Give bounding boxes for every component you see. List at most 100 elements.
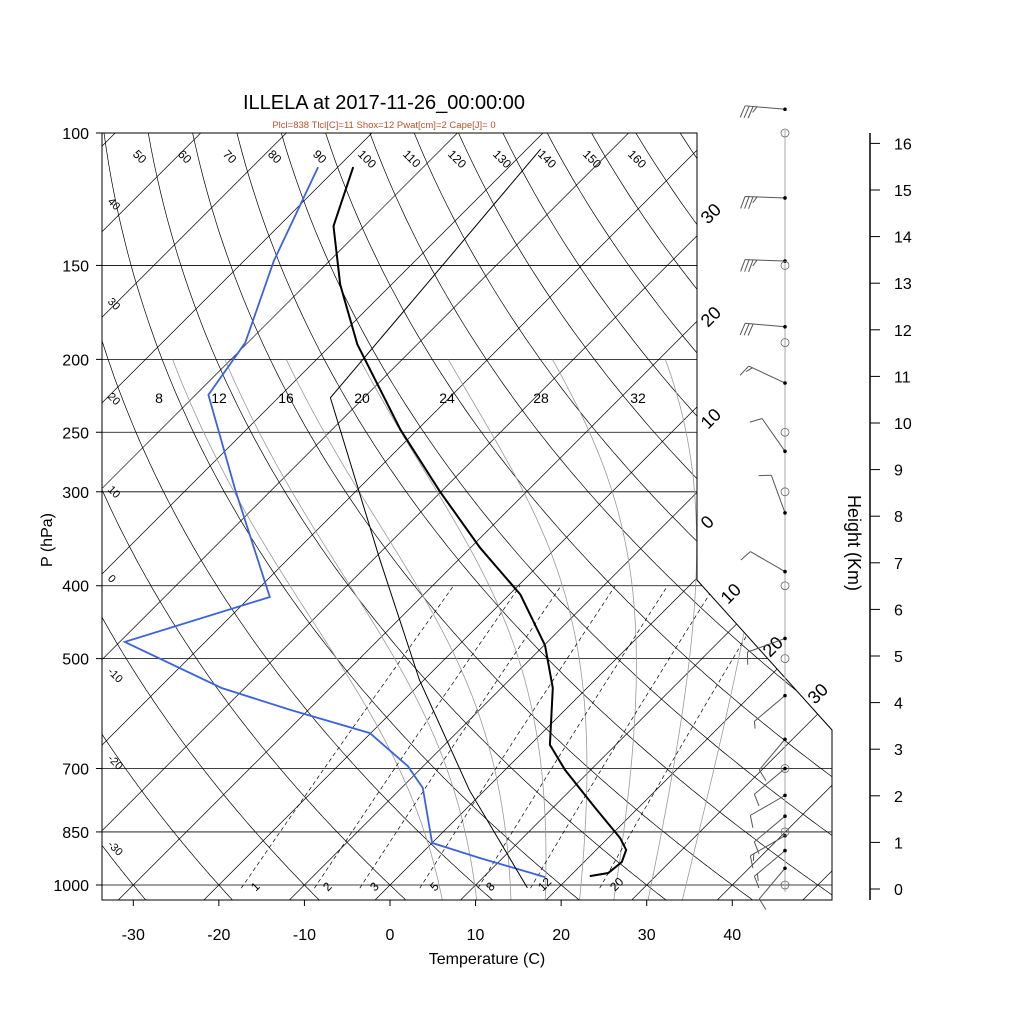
wind-barb-staff xyxy=(750,835,786,857)
dry-adiabat-label: 70 xyxy=(220,147,240,167)
y-axis-label: P (hPa) xyxy=(39,513,56,567)
wind-barb-feather xyxy=(747,323,754,336)
dry-adiabat-label: 130 xyxy=(490,147,514,171)
wind-level-dot xyxy=(783,569,787,574)
mixing-ratio-line xyxy=(599,585,778,889)
wind-barb-staff xyxy=(747,637,786,653)
y-tick-label: 1000 xyxy=(53,878,89,895)
wind-barb-staff xyxy=(770,475,786,514)
mixing-ratio-label: 2 xyxy=(320,879,335,894)
wind-barb-feather xyxy=(743,105,750,118)
y-tick-label: 200 xyxy=(62,352,89,369)
wind-level-dot xyxy=(783,324,787,329)
wind-barb-staff xyxy=(758,867,786,900)
moist-adiabat-line xyxy=(552,359,637,900)
wind-barb-staff xyxy=(750,551,786,572)
wind-barb xyxy=(753,850,786,889)
mixing-ratio-line xyxy=(477,585,668,889)
height-tick-label: 3 xyxy=(894,742,903,759)
wind-barb-feather xyxy=(739,365,750,376)
dry-adiabat-label: 30 xyxy=(105,296,122,313)
dry-adiabat-label: 50 xyxy=(130,147,150,167)
x-tick-label: -10 xyxy=(293,927,316,944)
wind-barb-staff xyxy=(750,794,786,816)
mixing-ratio-label: 3 xyxy=(367,879,382,894)
height-tick-label: 13 xyxy=(894,276,912,293)
x-tick-label: 20 xyxy=(552,927,570,944)
wind-barb-feather xyxy=(740,196,746,209)
moist-adiabat-line xyxy=(285,359,512,900)
isotherm-label: 10 xyxy=(717,580,745,608)
dry-adiabat-label: 90 xyxy=(310,147,330,167)
isotherm-line xyxy=(117,133,832,900)
wind-level-dot xyxy=(783,511,787,515)
wind-barb-staff xyxy=(761,418,786,452)
wind-barb xyxy=(758,738,786,781)
wind-level-dot xyxy=(783,381,787,385)
isotherm-label: 10 xyxy=(697,405,725,433)
dry-adiabat-label: 10 xyxy=(105,484,122,501)
wind-barb xyxy=(740,551,786,572)
height-tick-label: 6 xyxy=(894,602,903,619)
height-tick-label: 2 xyxy=(894,789,903,806)
isotherm-line xyxy=(102,133,287,900)
x-tick-label: 30 xyxy=(638,927,656,944)
moist-adiabat-line xyxy=(447,359,588,900)
wind-barb-feather xyxy=(744,259,750,272)
wind-barb-staff xyxy=(758,738,786,771)
pressure-level-marker xyxy=(780,427,790,437)
wind-barb xyxy=(739,322,786,336)
wind-barb-staff xyxy=(745,259,786,262)
sounding-curves xyxy=(122,148,628,889)
wind-barb xyxy=(749,418,786,452)
dry-adiabat-label: -30 xyxy=(105,839,125,859)
wind-barb-staff xyxy=(745,322,786,328)
isotherm-line xyxy=(801,133,832,900)
wind-level-dot xyxy=(783,814,787,818)
x-tick-label: 10 xyxy=(467,927,485,944)
wind-barb-feather xyxy=(752,106,758,113)
y-tick-label: 400 xyxy=(62,579,89,596)
wind-barb-feather xyxy=(758,769,767,781)
moist-adiabat-label: 24 xyxy=(439,390,455,406)
chart-title: ILLELA at 2017-11-26_00:00:00 xyxy=(243,92,525,114)
dry-adiabat-label: -10 xyxy=(105,666,125,686)
dry-adiabat-line xyxy=(103,133,581,900)
dry-adiabat-line xyxy=(724,133,832,900)
dry-adiabat-line xyxy=(458,133,832,900)
wind-barb-feather xyxy=(748,259,754,272)
dry-adiabat-label: 100 xyxy=(355,147,379,171)
moist-adiabat-line xyxy=(224,359,478,900)
wind-profile xyxy=(739,105,790,910)
height-tick-label: 9 xyxy=(894,463,903,480)
height-tick-label: 15 xyxy=(894,183,912,200)
x-tick-label: 40 xyxy=(723,927,741,944)
y-tick-label: 300 xyxy=(62,485,89,502)
pressure-level-marker xyxy=(780,581,790,591)
mixing-ratio-label: 20 xyxy=(607,874,627,894)
wind-barb-feather xyxy=(743,323,750,336)
wind-barb xyxy=(758,474,786,514)
wind-barb-staff xyxy=(745,196,786,199)
pressure-level-marker xyxy=(780,487,790,497)
isotherm-line xyxy=(102,133,116,900)
isotherm-label: 0 xyxy=(697,512,718,533)
height-tick-label: 14 xyxy=(894,230,912,247)
wind-barb-feather xyxy=(753,876,760,889)
isotherm-label: 30 xyxy=(697,200,725,228)
wind-barb-feather xyxy=(748,196,754,209)
dry-adiabat-label: 120 xyxy=(445,147,469,171)
moist-adiabat-label: 20 xyxy=(354,390,370,406)
dry-adiabat-line xyxy=(325,133,832,900)
mixing-ratio-line xyxy=(240,585,454,889)
moist-adiabat-line xyxy=(359,359,547,900)
isotherm-line xyxy=(102,133,629,900)
isotherm-line xyxy=(102,133,715,900)
wind-barb-feather xyxy=(753,721,756,729)
dry-adiabat-line xyxy=(102,133,234,900)
height-tick-label: 16 xyxy=(894,136,912,153)
wind-barb xyxy=(749,794,786,828)
height-tick-label: 5 xyxy=(894,649,903,666)
dry-adiabat-line xyxy=(502,133,832,900)
